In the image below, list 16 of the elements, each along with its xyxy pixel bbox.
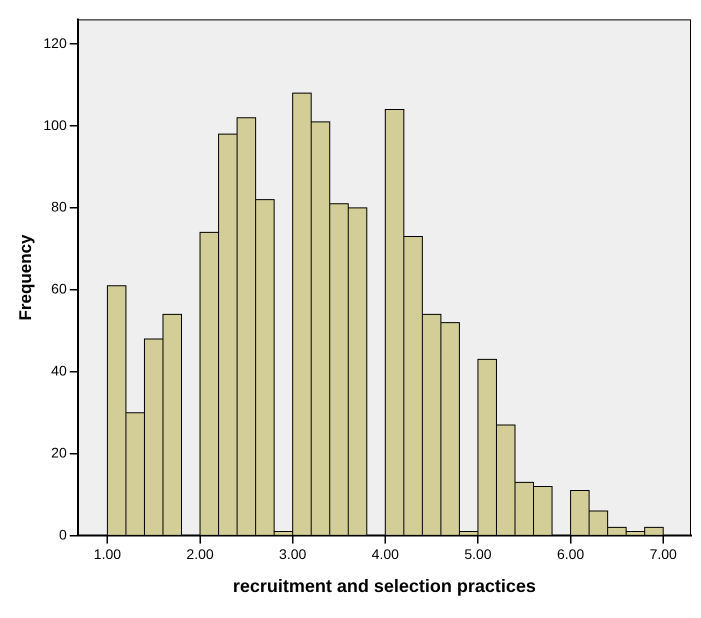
x-tick-label: 3.00 bbox=[279, 546, 307, 562]
x-tick-label: 2.00 bbox=[186, 546, 214, 562]
y-tick-label: 60 bbox=[51, 280, 67, 297]
y-tick-label: 40 bbox=[51, 362, 67, 379]
x-tick-label: 1.00 bbox=[94, 546, 122, 562]
y-tick-label: 20 bbox=[51, 444, 67, 461]
y-tick-label: 120 bbox=[43, 34, 67, 51]
x-tick-label: 7.00 bbox=[650, 546, 678, 562]
x-tick-label: 6.00 bbox=[556, 546, 584, 562]
y-tick-label: 80 bbox=[51, 198, 67, 215]
x-tick-label: 5.00 bbox=[464, 546, 492, 562]
y-tick-label: 100 bbox=[43, 116, 67, 133]
y-axis-title: Frequency bbox=[16, 234, 35, 320]
x-tick-label: 4.00 bbox=[372, 546, 400, 562]
x-axis-title: recruitment and selection practices bbox=[232, 576, 536, 596]
y-tick-label: 0 bbox=[58, 526, 67, 542]
